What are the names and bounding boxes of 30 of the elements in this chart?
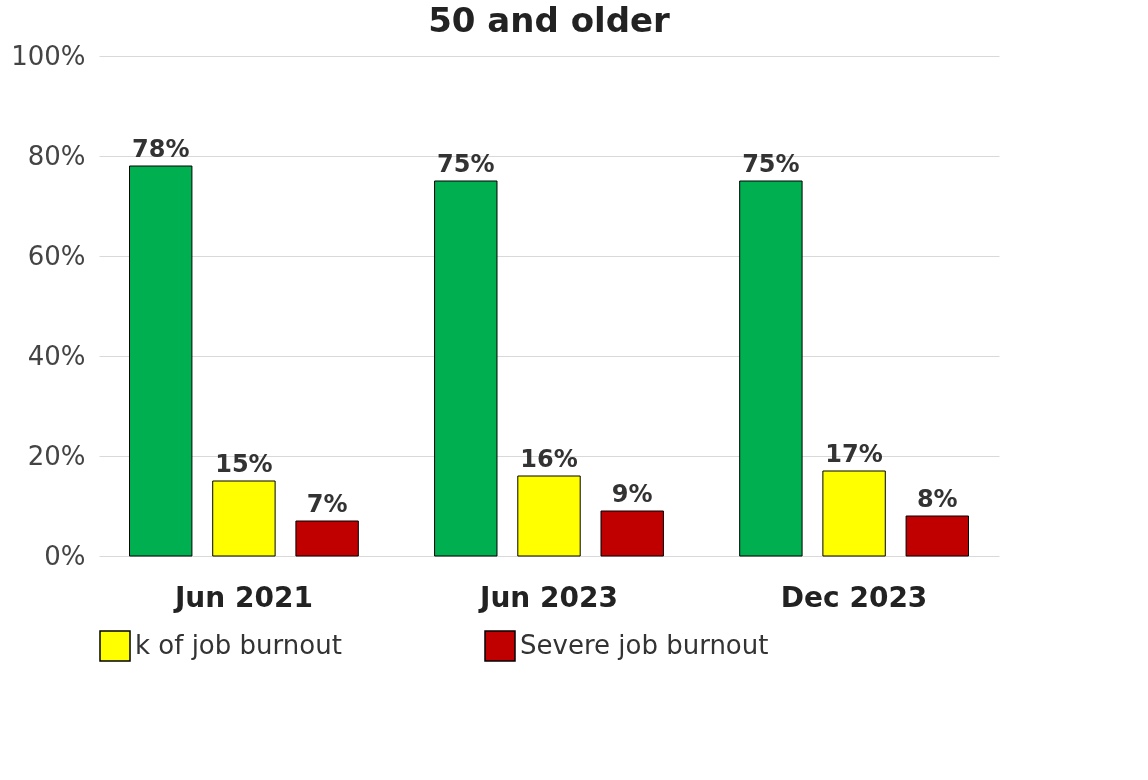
bar [905, 515, 969, 557]
x-tick-label: Dec 2023 [780, 580, 928, 614]
data-label: 75% [742, 150, 800, 178]
y-tick-label: 60% [27, 240, 86, 271]
x-tick-label: Jun 2023 [478, 580, 618, 614]
bar [434, 180, 498, 557]
legend-label: k of job burnout [135, 630, 342, 660]
bar [739, 180, 803, 557]
x-tick-label: Jun 2021 [172, 580, 313, 614]
bar [517, 475, 581, 557]
chart-title: 50 and older [428, 0, 671, 40]
data-label: 78% [131, 135, 190, 163]
y-tick-label: 80% [27, 140, 86, 171]
data-label: 16% [520, 445, 578, 473]
data-label: 15% [215, 450, 273, 478]
data-label: 8% [916, 485, 958, 513]
legend-label: Severe job burnout [520, 630, 769, 660]
y-tick-label: 20% [27, 440, 86, 471]
y-tick-label: 100% [11, 40, 86, 71]
bar [129, 165, 193, 557]
bar [212, 480, 276, 557]
bar [822, 470, 886, 557]
data-label: 17% [825, 440, 883, 468]
data-label: 7% [306, 490, 348, 518]
y-tick-label: 40% [27, 340, 86, 371]
bar [295, 520, 359, 557]
bar [600, 510, 664, 557]
y-tick-label: 0% [44, 540, 86, 571]
data-label: 75% [437, 150, 495, 178]
data-label: 9% [611, 480, 653, 508]
